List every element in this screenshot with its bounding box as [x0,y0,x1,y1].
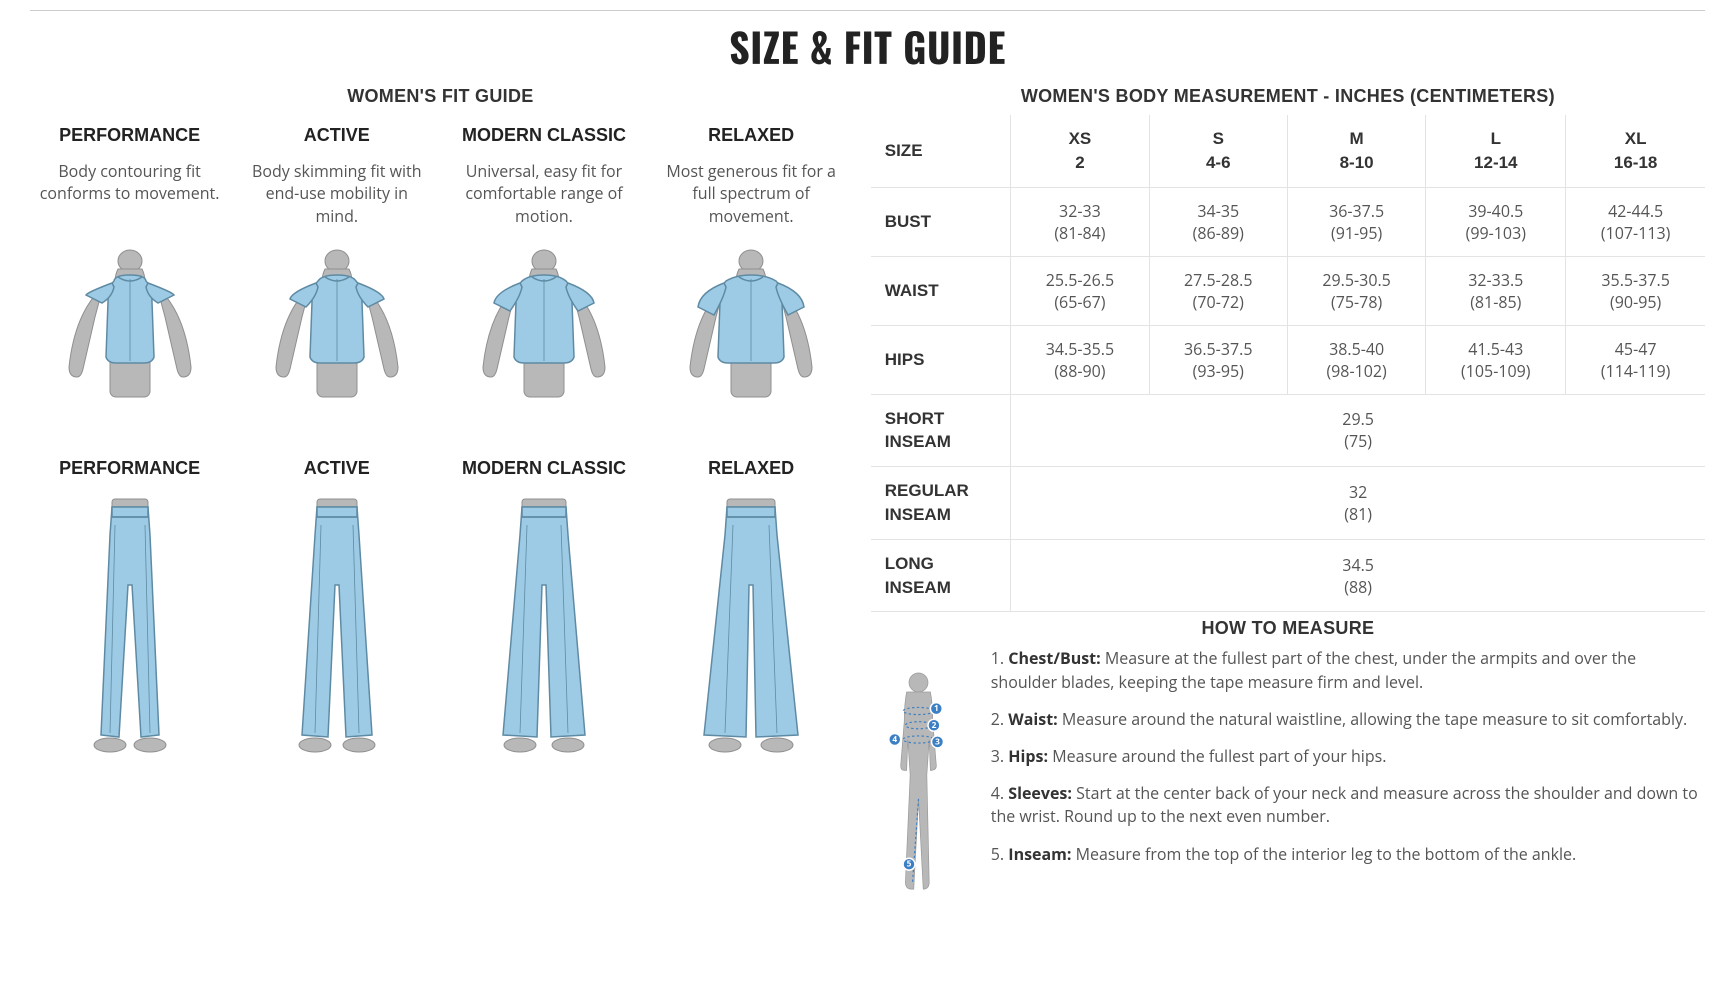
cell: 27.5-28.5(70-72) [1149,256,1287,325]
fit-name: MODERN CLASSIC [444,448,643,485]
pants-performance-icon [30,493,229,778]
col-header: L12-14 [1426,115,1566,187]
fit-name: ACTIVE [237,115,436,152]
fit-name: PERFORMANCE [30,448,229,485]
fit-guide-panel: WOMEN'S FIT GUIDE PERFORMANCE ACTIVE MOD… [30,86,851,912]
table-row: SHORTINSEAM29.5(75) [871,394,1705,467]
pants-modern-icon [444,493,643,778]
svg-text:1: 1 [934,704,939,715]
svg-text:5: 5 [906,859,911,870]
cell: 45-47(114-119) [1566,325,1705,394]
measurement-panel: WOMEN'S BODY MEASUREMENT - INCHES (CENTI… [871,86,1705,912]
size-label: SIZE [871,115,1011,187]
cell: 32-33.5(81-85) [1426,256,1566,325]
cell: 29.5-30.5(75-78) [1287,256,1425,325]
body-figure-icon: 1 2 3 4 5 [871,647,971,912]
table-row: WAIST25.5-26.5(65-67)27.5-28.5(70-72)29.… [871,256,1705,325]
cell: 35.5-37.5(90-95) [1566,256,1705,325]
row-label: LONGINSEAM [871,539,1011,612]
cell: 38.5-40(98-102) [1287,325,1425,394]
cell: 34-35(86-89) [1149,187,1287,256]
fit-name: PERFORMANCE [30,115,229,152]
cell: 29.5(75) [1011,394,1705,467]
top-divider [30,10,1705,11]
fit-desc: Universal, easy fit for comfortable rang… [444,160,643,237]
shirt-active-icon [237,245,436,440]
table-row: LONGINSEAM34.5(88) [871,539,1705,612]
howto-item: 5. Inseam: Measure from the top of the i… [991,843,1705,866]
howto-item: 4. Sleeves: Start at the center back of … [991,782,1705,828]
svg-text:2: 2 [931,720,936,731]
row-label: BUST [871,187,1011,256]
howto-title: HOW TO MEASURE [871,618,1705,639]
row-label: WAIST [871,256,1011,325]
col-header: XL16-18 [1566,115,1705,187]
shirt-modern-icon [444,245,643,440]
svg-text:3: 3 [935,737,940,748]
table-row: BUST32-33(81-84)34-35(86-89)36-37.5(91-9… [871,187,1705,256]
cell: 32-33(81-84) [1011,187,1149,256]
col-header: M8-10 [1287,115,1425,187]
row-label: REGULARINSEAM [871,467,1011,540]
cell: 34.5(88) [1011,539,1705,612]
svg-text:4: 4 [892,734,897,745]
measurement-title: WOMEN'S BODY MEASUREMENT - INCHES (CENTI… [871,86,1705,107]
table-row: SIZE XS2 S4-6 M8-10 L12-14 XL16-18 [871,115,1705,187]
cell: 34.5-35.5(88-90) [1011,325,1149,394]
fit-desc: Most generous fit for a full spectrum of… [652,160,851,237]
cell: 39-40.5(99-103) [1426,187,1566,256]
row-label: HIPS [871,325,1011,394]
pants-relaxed-icon [652,493,851,778]
shirt-relaxed-icon [652,245,851,440]
cell: 36.5-37.5(93-95) [1149,325,1287,394]
howto-item: 2. Waist: Measure around the natural wai… [991,708,1705,731]
cell: 41.5-43(105-109) [1426,325,1566,394]
cell: 32(81) [1011,467,1705,540]
fit-name: RELAXED [652,448,851,485]
fit-grid: PERFORMANCE ACTIVE MODERN CLASSIC RELAXE… [30,115,851,778]
table-row: REGULARINSEAM32(81) [871,467,1705,540]
page-title: SIZE & FIT GUIDE [30,16,1705,76]
fit-name: RELAXED [652,115,851,152]
howto-item: 3. Hips: Measure around the fullest part… [991,745,1705,768]
cell: 36-37.5(91-95) [1287,187,1425,256]
fit-name: MODERN CLASSIC [444,115,643,152]
howto-list: 1. Chest/Bust: Measure at the fullest pa… [991,647,1705,912]
cell: 25.5-26.5(65-67) [1011,256,1149,325]
size-table: SIZE XS2 S4-6 M8-10 L12-14 XL16-18 BUST3… [871,115,1705,612]
col-header: S4-6 [1149,115,1287,187]
cell: 42-44.5(107-113) [1566,187,1705,256]
row-label: SHORTINSEAM [871,394,1011,467]
shirt-performance-icon [30,245,229,440]
col-header: XS2 [1011,115,1149,187]
table-row: HIPS34.5-35.5(88-90)36.5-37.5(93-95)38.5… [871,325,1705,394]
fit-name: ACTIVE [237,448,436,485]
fit-desc: Body skimming fit with end-use mobility … [237,160,436,237]
howto-item: 1. Chest/Bust: Measure at the fullest pa… [991,647,1705,693]
pants-active-icon [237,493,436,778]
fit-guide-title: WOMEN'S FIT GUIDE [30,86,851,107]
fit-desc: Body contouring fit conforms to movement… [30,160,229,237]
